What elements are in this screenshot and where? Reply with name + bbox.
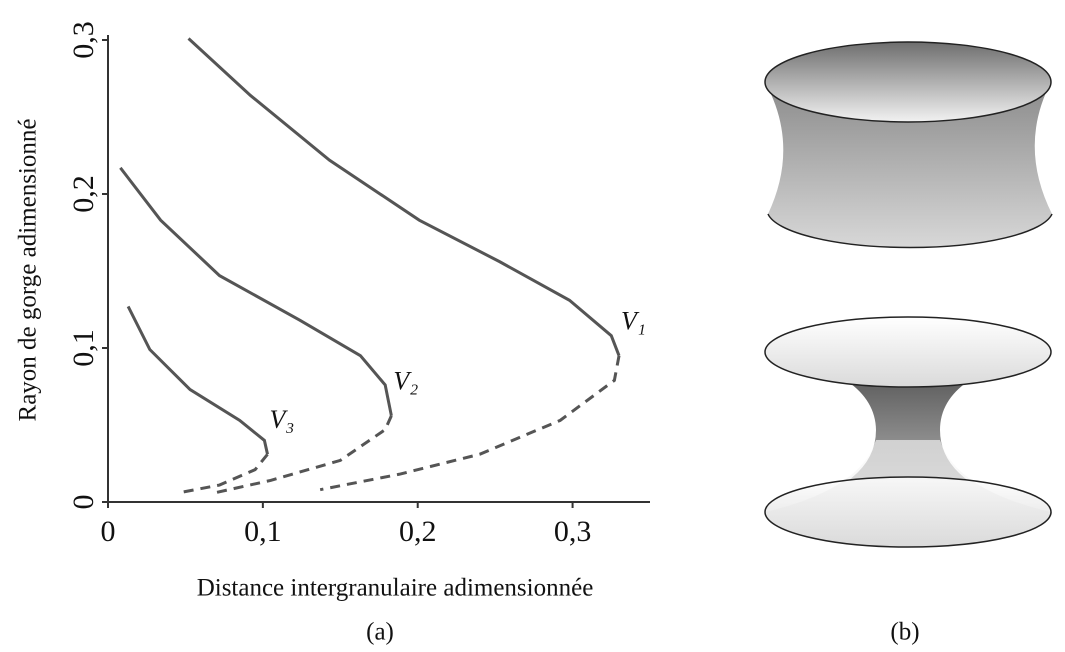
y-tick-label: 0,2 [67,175,100,213]
hyperboloid-narrow [764,316,1052,548]
x-tick-label: 0,1 [244,515,282,548]
curve-label: V₁ [621,307,646,336]
unstable-branch [214,415,393,495]
hyperboloid-body [765,82,1052,248]
x-tick-label: 0 [101,515,116,548]
rim [767,213,1053,249]
y-tick-label: 0,1 [67,329,100,367]
shade [765,440,1051,547]
y-axis-title: Rayon de gorge adimensionné [15,119,42,422]
rim [764,316,1052,388]
panel-caption: (b) [890,619,919,646]
curve-label: V₃ [270,405,295,434]
x-tick-label: 0,2 [399,515,437,548]
x-tick-label: 0,3 [554,515,592,548]
stable-branch [126,305,269,455]
rim [764,476,1052,548]
curve-label: V₂ [393,367,418,396]
y-tick-label: 0 [67,495,100,510]
unstable-branch [178,453,269,495]
stable-branch [119,166,393,417]
y-tick-label: 0,3 [67,21,100,59]
hyperboloid-wide [764,41,1053,249]
stable-branch [187,37,621,357]
rim [764,41,1052,123]
panel-caption: (a) [366,619,394,646]
x-axis-title: Distance intergranulaire adimensionnée [197,575,594,602]
unstable-branch [319,355,621,492]
